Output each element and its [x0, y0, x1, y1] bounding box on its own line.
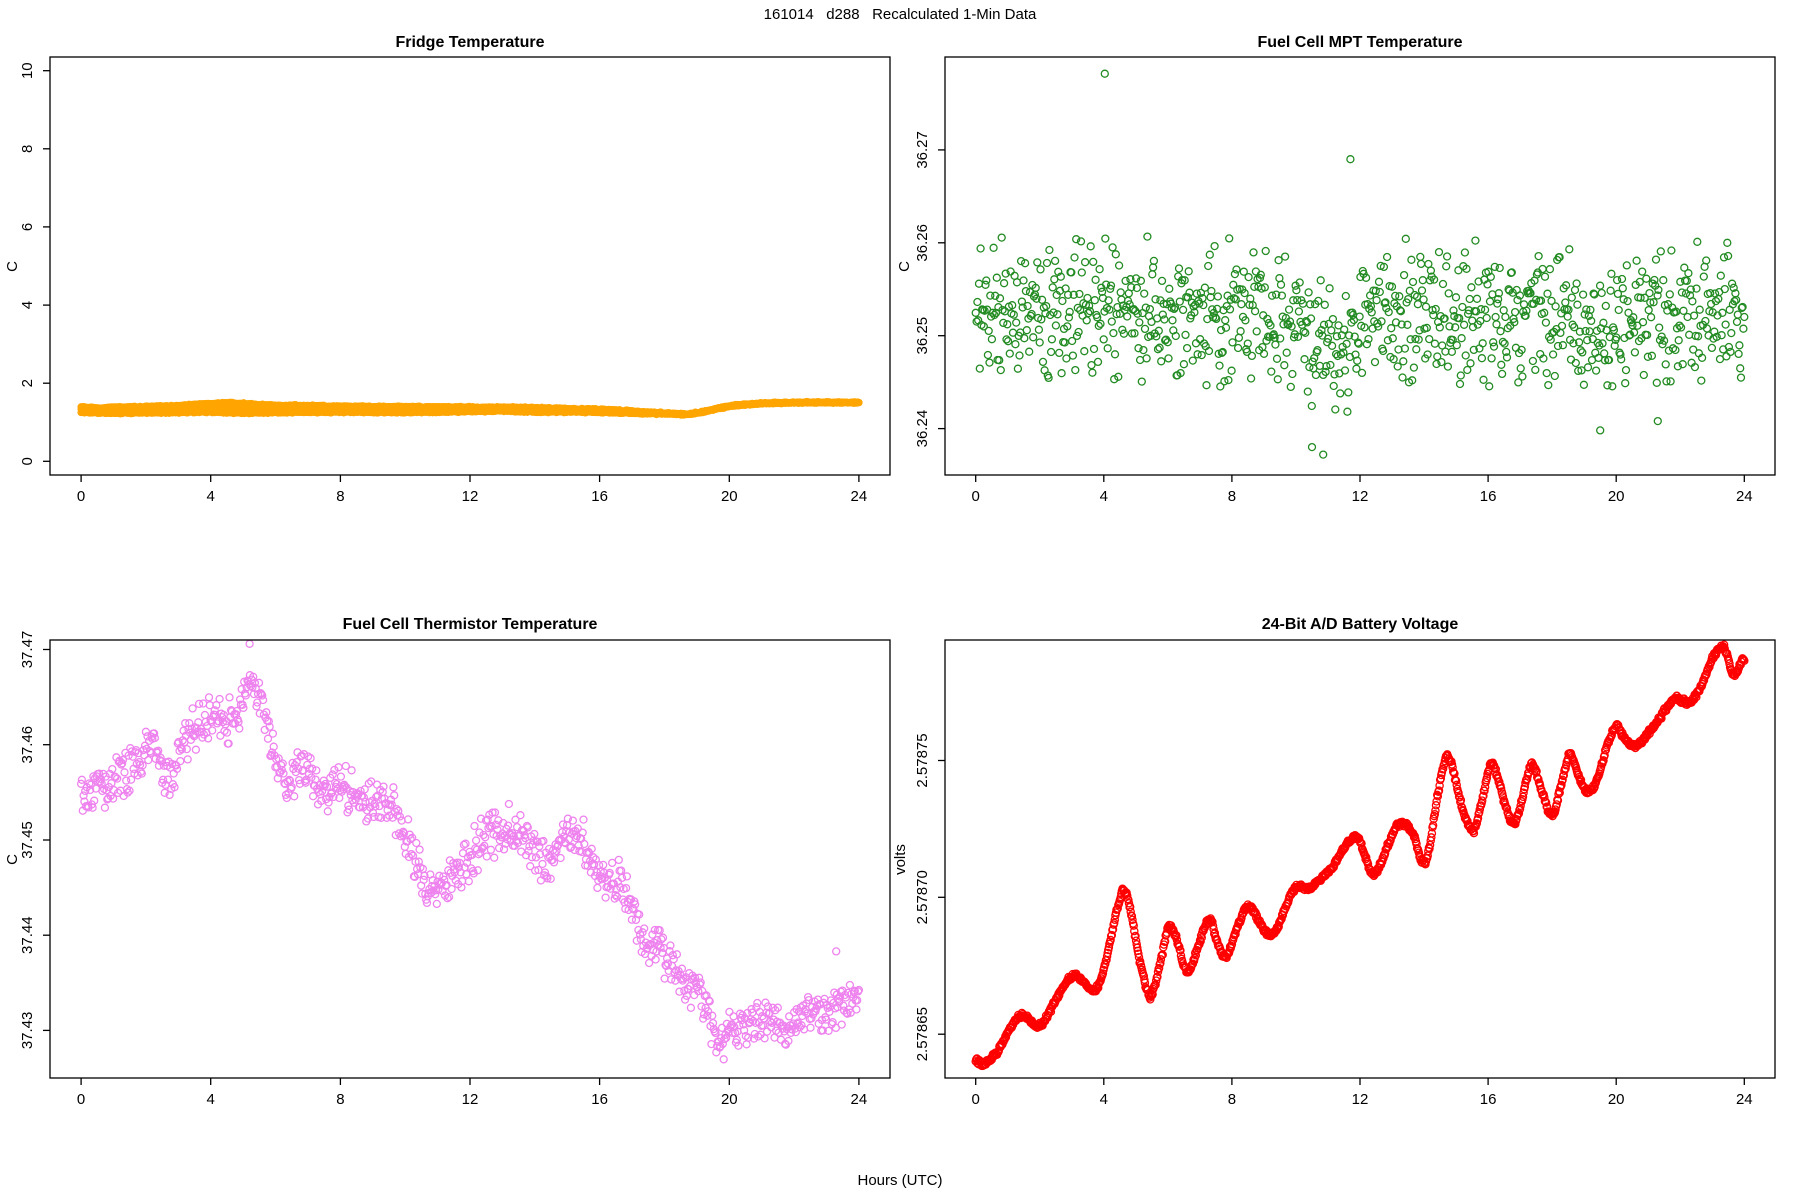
x-tick-label: 0: [77, 1091, 85, 1108]
x-axis: 0 4 8 12 16 20 24: [972, 475, 1753, 505]
outlier-point: [1653, 416, 1662, 426]
y-tick-label: 6: [19, 223, 36, 231]
y-tick-label: 36.26: [914, 224, 931, 262]
x-tick-label: 8: [1228, 1091, 1236, 1108]
outlier-point: [245, 639, 254, 648]
plot-box: [49, 56, 891, 476]
outlier-point: [1307, 442, 1317, 452]
chart-canvas: 0 4 8 12 16 20 24 2.57865 2.57870 2.57875: [914, 639, 1776, 1108]
y-tick-label: 2: [19, 379, 36, 387]
x-tick-label: 20: [721, 1091, 738, 1108]
series-mpt: [971, 232, 1749, 416]
scatter-points: [971, 640, 1749, 1071]
x-axis: 0 4 8 12 16 20 24: [972, 1078, 1753, 1108]
chart-title: Fridge Temperature: [395, 34, 545, 51]
x-axis: 0 4 8 12 16 20 24: [77, 1078, 867, 1108]
y-axis: 37.43 37.44 37.45 37.46 37.47: [19, 631, 50, 1049]
x-tick-label: 16: [591, 1091, 608, 1108]
y-tick-label: 8: [19, 145, 36, 153]
y-tick-label: 2.57875: [914, 733, 931, 787]
outlier-point: [1100, 69, 1109, 78]
y-tick-label: 37.46: [19, 726, 36, 764]
y-tick-label: 37.45: [19, 821, 36, 859]
plot-box: [944, 639, 1776, 1079]
y-axis: 0 2 4 6 8 10: [19, 62, 50, 465]
y-tick-label: 2.57870: [914, 870, 931, 924]
plot-box: [944, 56, 1776, 476]
x-tick-label: 0: [972, 488, 980, 505]
chart-title: Fuel Cell MPT Temperature: [1257, 34, 1463, 51]
x-tick-label: 12: [1352, 1091, 1369, 1108]
x-tick-label: 4: [207, 488, 215, 505]
x-tick-label: 8: [336, 1091, 344, 1108]
x-tick-label: 24: [1736, 488, 1753, 505]
outlier-point: [1319, 450, 1328, 459]
series-fridge-strand-bottom: [77, 398, 863, 419]
y-tick-label: 36.25: [914, 317, 931, 355]
x-tick-label: 16: [1480, 1091, 1497, 1108]
y-tick-label: 37.47: [19, 631, 36, 669]
panel-fridge-temperature: Fridge Temperature C 0 4 8 12 16 20 24 0 2 4 6 8 10: [0, 30, 900, 600]
y-axis: 2.57865 2.57870 2.57875: [914, 733, 945, 1061]
x-tick-label: 12: [1352, 488, 1369, 505]
x-tick-label: 24: [1736, 1091, 1753, 1108]
y-axis: 36.24 36.25 36.26 36.27: [914, 131, 945, 447]
x-tick-label: 4: [207, 1091, 215, 1108]
outlier-point: [1596, 426, 1605, 435]
y-tick-label: 0: [19, 457, 36, 465]
x-tick-label: 16: [1480, 488, 1497, 505]
y-tick-label: 4: [19, 301, 36, 309]
scatter-points: [971, 69, 1749, 459]
y-tick-label: 2.57865: [914, 1007, 931, 1061]
outlier-point: [1346, 155, 1355, 164]
y-tick-label: 36.27: [914, 131, 931, 169]
page-title: 161014 d288 Recalculated 1-Min Data: [763, 6, 1037, 23]
chart-canvas: 0 4 8 12 16 20 24 37.43 37.44 37.45 37.46 37.47: [19, 631, 891, 1108]
series-thermistor: [76, 671, 864, 1064]
x-tick-label: 20: [1608, 488, 1625, 505]
x-tick-label: 0: [77, 488, 85, 505]
x-tick-label: 0: [972, 1091, 980, 1108]
x-tick-label: 8: [336, 488, 344, 505]
y-tick-label: 37.43: [19, 1012, 36, 1050]
chart-title: Fuel Cell Thermistor Temperature: [342, 616, 598, 633]
plot-box: [49, 639, 891, 1079]
x-tick-label: 20: [1608, 1091, 1625, 1108]
y-tick-label: 36.24: [914, 410, 931, 448]
chart-canvas: 0 4 8 12 16 20 24 36.24 36.25 36.26 36.27: [914, 56, 1776, 505]
x-tick-label: 4: [1100, 1091, 1108, 1108]
y-tick-label: 10: [19, 62, 36, 79]
panel-fuel-cell-thermistor-temperature: Fuel Cell Thermistor Temperature C 0 4 8 12…: [0, 600, 900, 1200]
scatter-points: [77, 397, 863, 419]
x-tick-label: 8: [1228, 488, 1236, 505]
x-tick-label: 16: [591, 488, 608, 505]
outlier-point: [832, 947, 841, 956]
x-tick-label: 20: [721, 488, 738, 505]
panel-battery-voltage: 24-Bit A/D Battery Voltage volts 0 4 8 12 16…: [892, 600, 1800, 1200]
x-tick-label: 12: [462, 1091, 479, 1108]
panel-fuel-cell-mpt-temperature: Fuel Cell MPT Temperature C 0 4 8 12 16 20 24 3…: [896, 30, 1800, 600]
x-tick-label: 24: [851, 1091, 868, 1108]
x-tick-label: 24: [851, 488, 868, 505]
series-battery-voltage: [971, 640, 1749, 1071]
x-axis-label: Hours (UTC): [857, 1172, 943, 1189]
x-tick-label: 4: [1100, 488, 1108, 505]
chart-title: 24-Bit A/D Battery Voltage: [1261, 616, 1459, 633]
scatter-points: [76, 639, 864, 1064]
x-axis: 0 4 8 12 16 20 24: [77, 475, 867, 505]
x-tick-label: 12: [462, 488, 479, 505]
y-tick-label: 37.44: [19, 916, 36, 954]
